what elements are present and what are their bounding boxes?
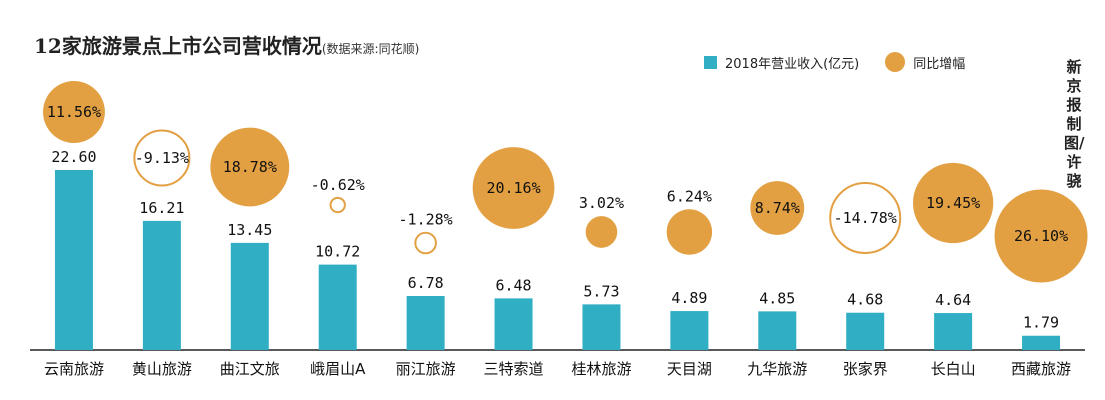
- growth-bubble: [912, 162, 994, 244]
- revenue-value-label: 4.64: [935, 291, 971, 309]
- growth-value-label: 18.78%: [223, 158, 277, 176]
- revenue-bar: [230, 242, 269, 350]
- revenue-bar: [934, 313, 973, 350]
- growth-value-label: -9.13%: [135, 149, 189, 167]
- revenue-value-label: 13.45: [227, 221, 272, 239]
- category-label: 三特索道: [484, 360, 544, 378]
- source-note: (数据来源:同花顺): [321, 42, 420, 56]
- growth-value-label: 3.02%: [579, 194, 624, 212]
- growth-bubble: [472, 147, 555, 229]
- category-label: 丽江旅游: [396, 360, 456, 378]
- growth-bubble: [210, 127, 290, 207]
- category-label: 九华旅游: [747, 360, 807, 378]
- revenue-bar: [318, 264, 357, 350]
- revenue-bar: [142, 220, 181, 350]
- category-label: 峨眉山A: [310, 360, 366, 378]
- revenue-bar: [758, 311, 797, 350]
- credit-text: 新京报制图/许骁: [1064, 58, 1085, 190]
- growth-value-label: -1.28%: [399, 211, 453, 229]
- revenue-value-label: 4.68: [847, 291, 883, 309]
- revenue-bar: [1022, 335, 1061, 350]
- growth-bubble: [750, 181, 805, 235]
- chart-title-text: 12家旅游景点上市公司营收情况: [34, 34, 322, 58]
- growth-bubble: [133, 129, 191, 187]
- revenue-value-label: 5.73: [583, 282, 619, 300]
- growth-bubble: [994, 189, 1088, 283]
- category-label: 云南旅游: [44, 360, 104, 378]
- category-label: 长白山: [931, 360, 976, 378]
- revenue-bar: [494, 298, 533, 350]
- growth-value-label: 26.10%: [1014, 227, 1068, 245]
- category-label: 黄山旅游: [132, 360, 192, 378]
- legend-revenue-label: 2018年营业收入(亿元): [725, 56, 860, 72]
- growth-value-label: -0.62%: [311, 176, 365, 194]
- growth-value-label: 19.45%: [926, 194, 980, 212]
- growth-value-label: 8.74%: [755, 199, 800, 217]
- growth-value-label: 6.24%: [667, 187, 712, 205]
- growth-bubble: [43, 81, 105, 143]
- growth-bubble: [329, 196, 346, 214]
- growth-bubble: [829, 182, 902, 254]
- growth-bubble: [414, 231, 437, 255]
- revenue-value-label: 10.72: [315, 243, 360, 261]
- legend-bubble-swatch: [885, 52, 906, 72]
- category-label: 曲江文旅: [220, 360, 280, 378]
- category-label: 桂林旅游: [571, 360, 631, 378]
- revenue-bar: [406, 296, 445, 350]
- category-label: 天目湖: [667, 360, 712, 378]
- legend: 2018年营业收入(亿元) 同比增幅: [704, 52, 965, 72]
- revenue-value-label: 16.21: [139, 199, 184, 217]
- category-label: 张家界: [843, 360, 888, 378]
- growth-value-label: 20.16%: [486, 179, 540, 197]
- legend-bar-swatch: [704, 55, 717, 69]
- revenue-bar: [846, 312, 885, 350]
- revenue-bar: [670, 311, 709, 350]
- revenue-value-label: 22.60: [51, 148, 96, 166]
- revenue-value-label: 6.48: [495, 276, 531, 294]
- chart-title: 12家旅游景点上市公司营收情况(数据来源:同花顺): [34, 30, 419, 59]
- revenue-value-label: 4.85: [759, 289, 795, 307]
- revenue-value-label: 1.79: [1023, 314, 1059, 332]
- revenue-bar: [54, 170, 93, 350]
- growth-value-label: -14.78%: [834, 209, 897, 227]
- revenue-bar: [582, 304, 621, 350]
- category-label: 西藏旅游: [1011, 360, 1071, 378]
- revenue-value-label: 4.89: [671, 289, 707, 307]
- growth-bubble: [666, 209, 713, 255]
- growth-bubble: [585, 216, 618, 248]
- growth-value-label: 11.56%: [47, 103, 101, 121]
- legend-growth-label: 同比增幅: [913, 56, 966, 72]
- revenue-value-label: 6.78: [408, 274, 444, 292]
